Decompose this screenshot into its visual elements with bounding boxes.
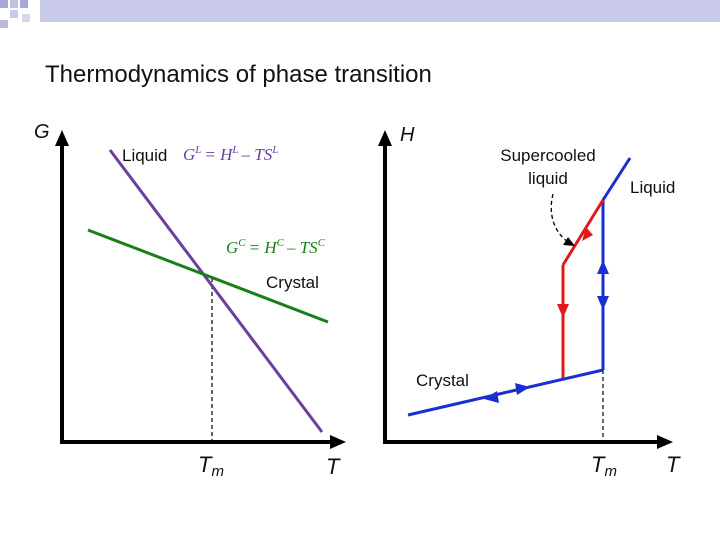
supercooled-label-line1: Supercooled xyxy=(500,146,595,165)
right-plot: H T Tm Supercooled liquid Liquid Crystal xyxy=(378,124,681,480)
left-crystal-label: Crystal xyxy=(266,273,319,292)
supercooled-label-line2: liquid xyxy=(528,169,568,188)
header-bar xyxy=(40,0,720,22)
liquid-eq-rhs: – TS xyxy=(241,145,273,164)
left-y-axis-label: G xyxy=(34,121,50,143)
left-x-axis-arrow xyxy=(330,435,346,449)
crystal-arrow-right xyxy=(515,383,530,395)
right-x-axis-arrow xyxy=(657,435,673,449)
supercooled-pointer-head xyxy=(563,237,575,246)
liquid-eq-mid-sup: L xyxy=(231,144,238,156)
crystal-eq-mid: = H xyxy=(249,238,279,257)
left-liquid-label: Liquid xyxy=(122,146,167,165)
liquid-equation: GL = HL – TSL xyxy=(183,144,278,164)
melting-arrow-up xyxy=(597,260,609,274)
left-x-axis-label: T xyxy=(326,454,341,479)
slide-title: Thermodynamics of phase transition xyxy=(45,61,432,88)
crystal-eq-rhs: – TS xyxy=(286,238,318,257)
right-x-axis-label: T xyxy=(666,452,681,477)
crystal-equation: GC = HC – TSC xyxy=(226,237,326,257)
corner-decoration xyxy=(0,0,720,28)
crystal-eq-lhs-sup: C xyxy=(238,237,246,249)
crystal-h-line xyxy=(407,368,604,417)
right-tm-label: Tm xyxy=(591,452,617,480)
liquid-eq-lhs: G xyxy=(183,145,195,164)
deco-square xyxy=(20,0,28,8)
deco-square xyxy=(0,0,8,8)
crystal-eq-mid-sup: C xyxy=(277,237,285,249)
liquid-eq-lhs-sup: L xyxy=(194,144,201,156)
deco-square xyxy=(22,14,30,22)
right-tm-label-main: T xyxy=(591,452,606,477)
liquid-g-line xyxy=(108,149,324,433)
right-tm-label-sub: m xyxy=(604,463,617,480)
right-y-axis-arrow xyxy=(378,130,392,146)
crystal-eq-lhs: G xyxy=(226,238,238,257)
right-crystal-label: Crystal xyxy=(416,371,469,390)
supercooled-liquid-line xyxy=(561,199,605,266)
left-tm-label-sub: m xyxy=(211,463,224,480)
right-liquid-label: Liquid xyxy=(630,178,675,197)
crystallization-arrow-down xyxy=(557,304,569,318)
liquid-eq-mid: = H xyxy=(204,145,234,164)
supercooled-pointer xyxy=(550,193,569,243)
melting-arrow-down xyxy=(597,296,609,310)
left-plot: G T Tm Liquid GL = HL – TSL GC = HC – TSC Cr… xyxy=(34,121,346,480)
liquid-h-line xyxy=(601,157,632,201)
deco-square xyxy=(10,0,18,8)
liquid-eq-rhs-sup: L xyxy=(271,144,278,156)
left-tm-label-main: T xyxy=(198,452,213,477)
supercooled-arrow xyxy=(582,227,593,241)
crystal-arrow-left xyxy=(484,391,499,403)
left-tm-label: Tm xyxy=(198,452,224,480)
crystal-g-line xyxy=(87,228,329,324)
deco-square xyxy=(0,20,8,28)
left-y-axis-arrow xyxy=(55,130,69,146)
crystal-eq-rhs-sup: C xyxy=(318,237,326,249)
deco-square xyxy=(10,10,18,18)
right-y-axis-label: H xyxy=(400,124,415,146)
